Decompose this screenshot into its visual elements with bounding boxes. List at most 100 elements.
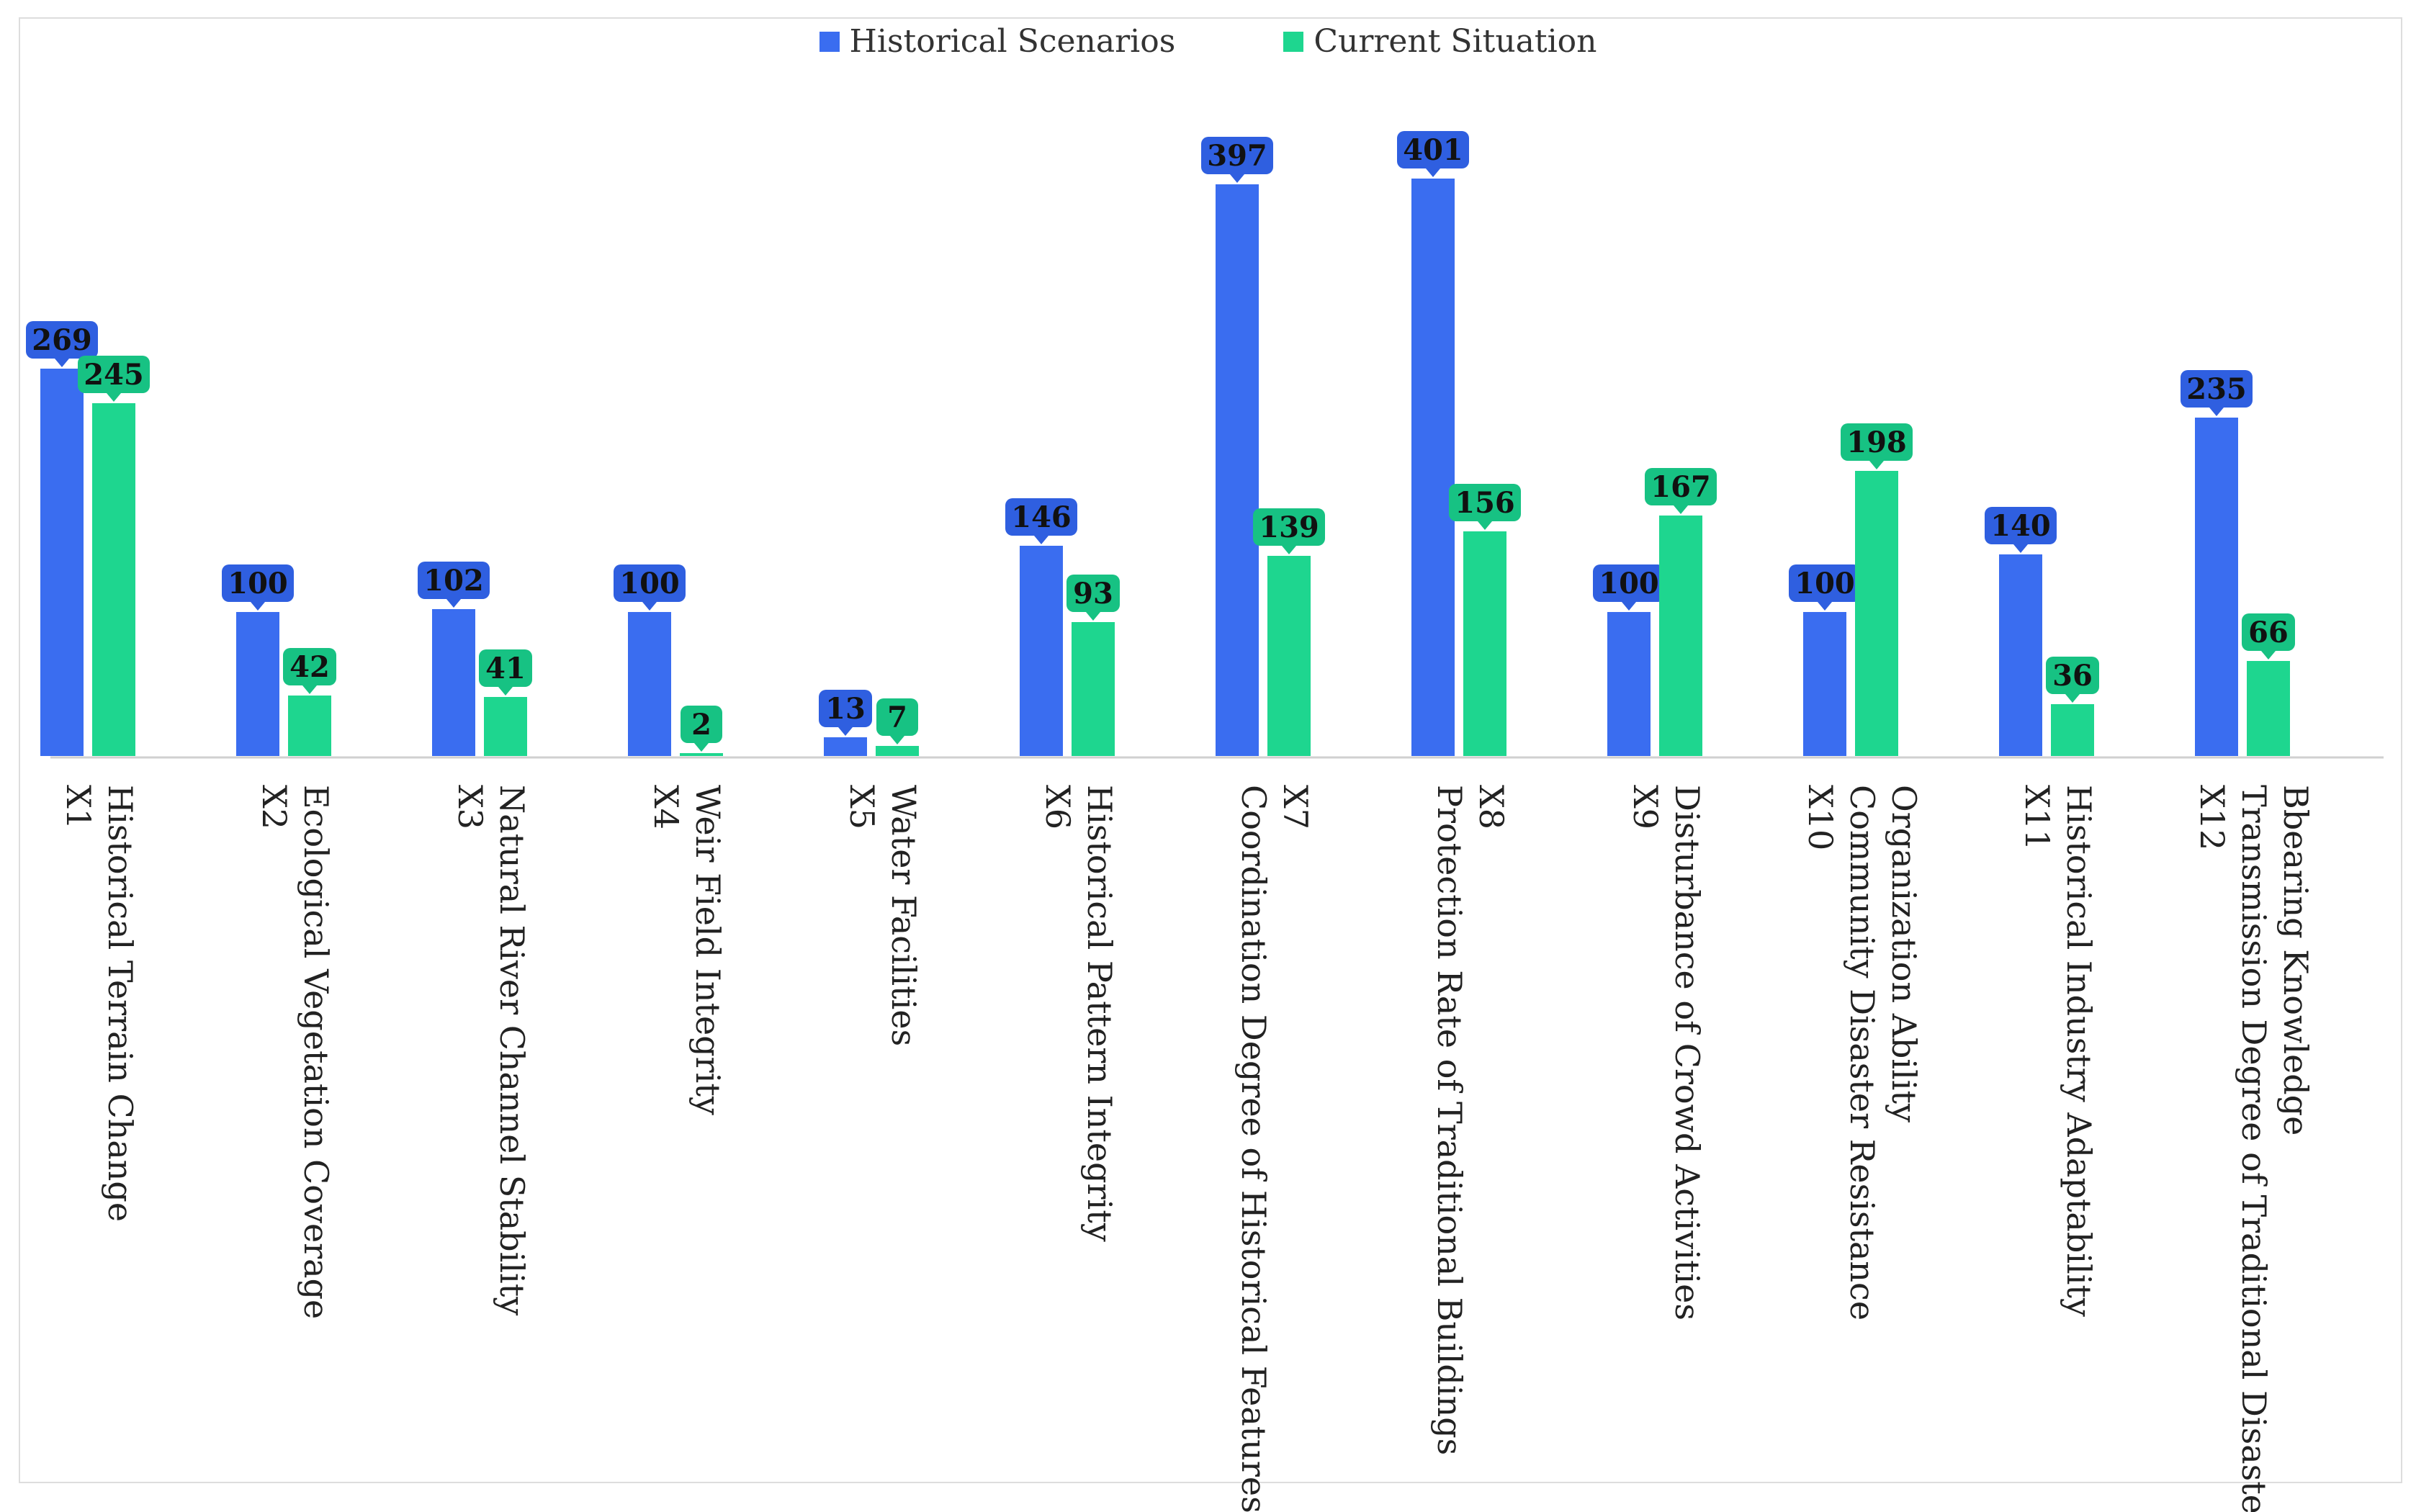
data-label-pointer (2209, 408, 2224, 416)
bar-current-5 (876, 746, 919, 756)
data-label-text: 156 (1455, 486, 1515, 520)
data-label-box (1253, 508, 1325, 546)
category-label-line: Ecological Vegetation Coverage (297, 785, 336, 1319)
bar-historical-12 (2195, 418, 2238, 756)
data-label-text: 66 (2248, 616, 2289, 649)
data-label-pointer (55, 359, 69, 367)
data-label-current-11: 36 (2046, 657, 2099, 703)
data-label-box (614, 564, 686, 602)
data-label-pointer (1478, 521, 1492, 530)
data-label-text: 36 (2052, 659, 2093, 693)
data-label-text: 41 (485, 652, 526, 685)
data-label-historical-7: 397 (1201, 137, 1273, 183)
data-label-current-7: 139 (1253, 508, 1325, 554)
data-label-pointer (890, 736, 904, 744)
bar-historical-9 (1607, 612, 1651, 756)
data-label-pointer (1230, 174, 1244, 183)
legend-label-current: Current Situation (1313, 23, 1597, 60)
bar-current-8 (1463, 531, 1506, 756)
category-label-line: Water Facilities (884, 785, 923, 1046)
category-label-5: Water FacilitiesX5 (843, 785, 923, 1046)
data-label-pointer (107, 393, 121, 402)
data-label-pointer (302, 685, 317, 694)
data-label-pointer (251, 602, 265, 611)
data-label-pointer (1034, 536, 1048, 544)
category-label-line: X10 (1801, 785, 1840, 850)
data-label-historical-2: 100 (222, 564, 294, 611)
data-label-box (681, 706, 722, 743)
data-label-text: 167 (1651, 470, 1711, 504)
bar-current-3 (484, 697, 527, 756)
data-label-box (1066, 575, 1120, 612)
bar-historical-4 (628, 612, 671, 756)
bar-historical-11 (1999, 554, 2042, 756)
data-label-box (1449, 484, 1521, 521)
category-label-line: Historical Pattern Integrity (1080, 785, 1119, 1242)
category-label-12: Bbearing KnowledgeTransmission Degree of… (2193, 785, 2315, 1512)
data-label-current-3: 41 (479, 649, 532, 696)
bar-current-9 (1659, 516, 1702, 756)
data-label-pointer (1086, 612, 1100, 621)
data-label-box (418, 562, 490, 599)
category-label-2: Ecological Vegetation CoverageX2 (255, 785, 336, 1319)
bar-current-1 (92, 403, 135, 756)
data-label-box (1593, 564, 1665, 602)
data-label-historical-8: 401 (1397, 131, 1469, 177)
data-label-current-5: 7 (876, 698, 918, 744)
data-label-box (2046, 657, 2099, 694)
data-label-current-10: 198 (1841, 423, 1913, 469)
bar-historical-6 (1020, 546, 1063, 756)
data-label-historical-3: 102 (418, 562, 490, 608)
bar-historical-10 (1803, 612, 1846, 756)
data-label-text: 93 (1073, 577, 1113, 611)
data-label-pointer (1622, 602, 1636, 611)
data-label-box (876, 698, 918, 736)
data-label-text: 7 (887, 701, 907, 734)
category-label-line: X9 (1626, 785, 1665, 829)
category-label-3: Natural River Channel StabilityX3 (451, 785, 531, 1315)
category-label-line: X8 (1472, 785, 1511, 829)
data-label-text: 140 (1990, 509, 2051, 543)
data-label-box (819, 690, 872, 727)
data-label-text: 13 (825, 692, 866, 726)
data-label-historical-12: 235 (2181, 370, 2253, 416)
category-label-line: X7 (1276, 785, 1315, 829)
data-label-pointer (694, 743, 709, 752)
data-label-box (1005, 498, 1077, 536)
data-label-box (1985, 507, 2057, 544)
category-label-line: Coordination Degree of Historical Featur… (1234, 785, 1273, 1512)
data-label-current-6: 93 (1066, 575, 1120, 621)
data-label-box (1201, 137, 1273, 174)
data-label-current-8: 156 (1449, 484, 1521, 530)
data-label-historical-10: 100 (1789, 564, 1861, 611)
data-label-historical-9: 100 (1593, 564, 1665, 611)
category-label-line: X4 (647, 785, 686, 829)
data-label-box (1841, 423, 1913, 461)
category-label-line: Organization Ability (1885, 785, 1923, 1122)
legend-swatch-current (1283, 31, 1304, 52)
data-label-pointer (1869, 461, 1884, 469)
data-label-text: 198 (1846, 426, 1907, 459)
category-label-line: Natural River Channel Stability (493, 785, 531, 1315)
data-label-historical-4: 100 (614, 564, 686, 611)
category-label-line: Historical Terrain Change (101, 785, 140, 1222)
category-label-10: Organization AbilityCommunity Disaster R… (1801, 785, 1923, 1320)
bar-current-12 (2247, 661, 2290, 756)
data-label-text: 102 (423, 564, 484, 598)
data-label-current-9: 167 (1645, 468, 1717, 514)
data-label-current-2: 42 (283, 648, 336, 694)
legend: Historical Scenarios Current Situation (0, 23, 2416, 60)
bar-historical-8 (1411, 179, 1455, 756)
bar-current-7 (1267, 556, 1311, 756)
data-label-box (78, 356, 150, 393)
bar-current-4 (680, 753, 723, 756)
data-label-box (1789, 564, 1861, 602)
category-label-line: X2 (255, 785, 294, 829)
category-label-line: Weir Field Integrity (688, 785, 727, 1115)
data-label-current-1: 245 (78, 356, 150, 402)
legend-label-historical: Historical Scenarios (849, 23, 1176, 60)
data-label-text: 100 (1795, 567, 1855, 600)
category-label-7: X7Coordination Degree of Historical Feat… (1234, 785, 1315, 1512)
category-label-line: X5 (843, 785, 881, 829)
